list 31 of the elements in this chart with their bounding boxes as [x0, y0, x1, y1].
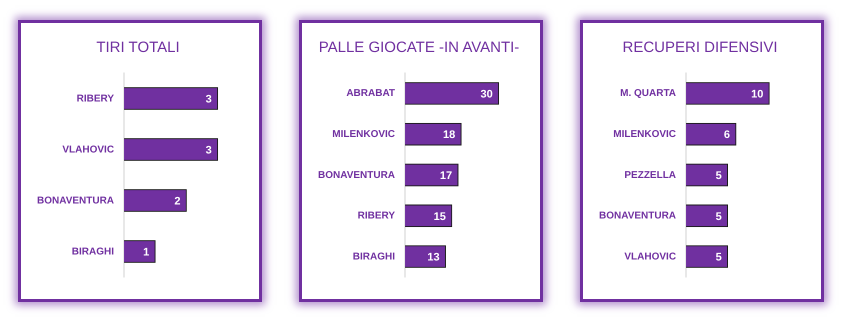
data-label: 30: [480, 88, 493, 100]
data-label: 6: [724, 129, 730, 142]
data-label: 10: [751, 88, 764, 100]
y-tick-label: BONAVENTURA: [318, 170, 396, 181]
y-tick-label: PEZZELLA: [624, 170, 676, 181]
data-label: 5: [716, 252, 722, 264]
chart-title: PALLE GIOCATE -IN AVANTI-: [318, 39, 520, 56]
y-tick-label: M. QUARTA: [620, 88, 676, 100]
y-tick-label: VLAHOVIC: [624, 251, 676, 262]
y-tick-label: BONAVENTURA: [598, 210, 676, 222]
data-label: 1: [143, 246, 150, 259]
y-tick-label: VLAHOVIC: [62, 144, 114, 156]
data-label: 5: [716, 170, 722, 182]
data-label: 13: [427, 252, 440, 264]
y-tick-label: BONAVENTURA: [36, 195, 114, 206]
data-label: 17: [440, 170, 452, 182]
data-label: 15: [434, 210, 446, 223]
y-tick-label: ABRABAT: [346, 88, 396, 100]
data-label: 2: [174, 196, 181, 208]
data-label: 3: [206, 144, 212, 157]
y-tick-label: BIRAGHI: [352, 251, 396, 262]
y-tick-label: RIBERY: [76, 93, 114, 104]
y-tick-label: BIRAGHI: [72, 246, 114, 258]
y-tick-label: MILENKOVIC: [332, 128, 396, 140]
chart-title: RECUPERI DIFENSIVI: [622, 39, 778, 56]
chart-title: TIRI TOTALI: [96, 39, 180, 56]
y-tick-label: MILENKOVIC: [613, 128, 676, 140]
y-tick-label: RIBERY: [358, 210, 396, 222]
data-label: 3: [206, 94, 212, 106]
data-label: 18: [443, 129, 456, 142]
data-label: 5: [716, 210, 722, 223]
